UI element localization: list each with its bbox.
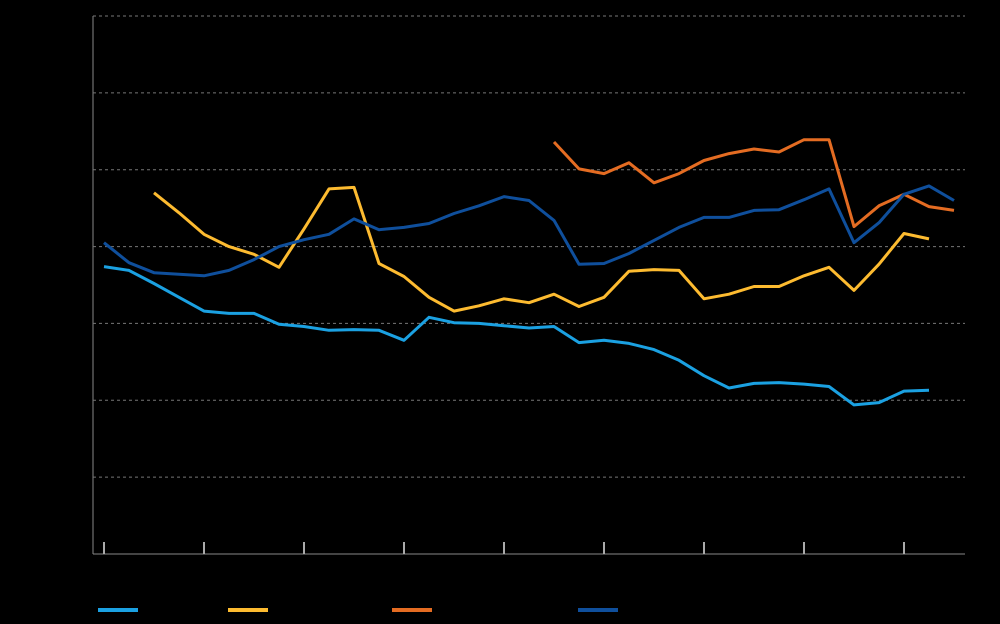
x-tick-label: 8 <box>301 560 308 574</box>
x-tick-label: 4 <box>201 560 208 574</box>
y-tick-label: 2 <box>78 392 85 406</box>
x-tick-label: 32 <box>897 560 911 574</box>
y-tick-label: 6 <box>78 85 85 99</box>
x-tick-label: 20 <box>597 560 611 574</box>
y-tick-label: 5 <box>78 162 85 176</box>
x-tick-label: 28 <box>797 560 811 574</box>
x-tick-label: 16 <box>497 560 511 574</box>
series-line <box>103 265 930 407</box>
y-tick-label: 3 <box>78 316 85 330</box>
y-tick-label: 1 <box>78 469 85 483</box>
y-tick-label: 0 <box>78 546 85 560</box>
x-tick-label: 0 <box>101 560 108 574</box>
y-tick-label: 7 <box>78 8 85 22</box>
x-tick-label: 24 <box>697 560 711 574</box>
series-line <box>103 184 955 278</box>
series-line <box>153 185 930 313</box>
y-tick-label: 4 <box>78 239 85 253</box>
x-tick-label: 12 <box>397 560 411 574</box>
series-line <box>552 138 955 229</box>
